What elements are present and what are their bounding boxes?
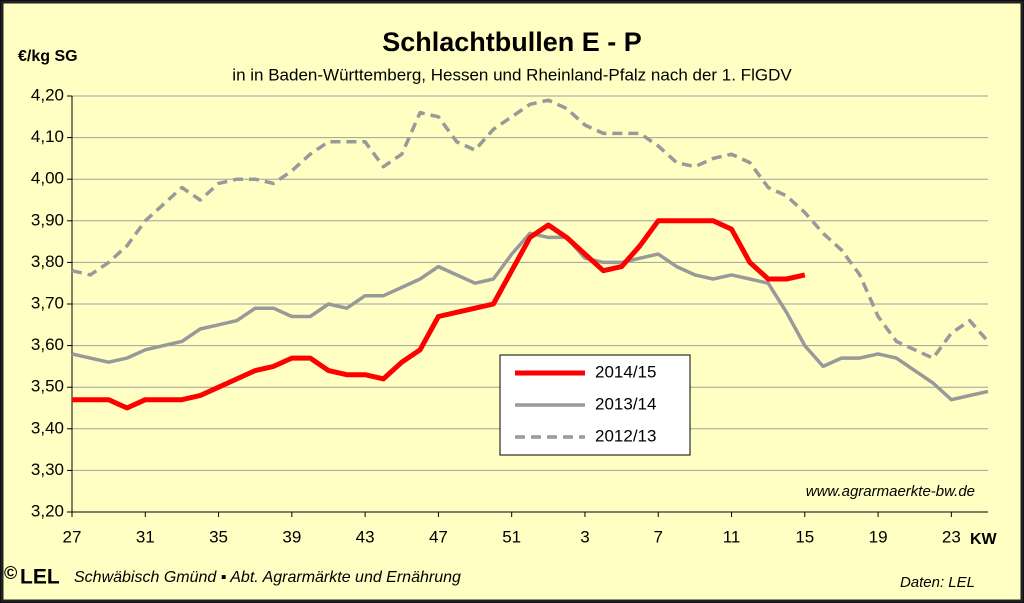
data-source: Daten: LEL (900, 574, 975, 591)
x-tick-label: 35 (209, 527, 228, 546)
x-tick-label: 23 (942, 527, 961, 546)
chart-title: Schlachtbullen E - P (382, 27, 642, 57)
chart-subtitle: in in Baden-Württemberg, Hessen und Rhei… (232, 65, 792, 84)
legend-label: 2014/15 (595, 362, 656, 381)
legend-label: 2013/14 (595, 394, 656, 413)
x-tick-label: 31 (136, 527, 155, 546)
y-tick-label: 4,10 (31, 127, 64, 146)
x-tick-label: 15 (795, 527, 814, 546)
y-tick-label: 3,60 (31, 335, 64, 354)
y-tick-label: 3,20 (31, 501, 64, 520)
y-tick-label: 4,00 (31, 169, 64, 188)
legend-label: 2012/13 (595, 426, 656, 445)
x-tick-label: 11 (723, 527, 741, 546)
series-line (72, 218, 806, 411)
y-tick-label: 3,90 (31, 210, 64, 229)
x-tick-label: 43 (356, 527, 375, 546)
y-tick-label: 3,70 (31, 293, 64, 312)
series-line (71, 231, 989, 402)
x-tick-label: 27 (63, 527, 82, 546)
x-tick-label: 47 (429, 527, 448, 546)
y-tick-label: 3,80 (31, 252, 64, 271)
x-tick-label: 7 (654, 527, 663, 546)
x-tick-label: 51 (502, 527, 521, 546)
source-url: www.agrarmaerkte-bw.de (806, 483, 975, 500)
logo-copyright: © (4, 563, 17, 583)
logo: LEL (20, 566, 60, 589)
y-tick-label: 3,40 (31, 418, 64, 437)
series-line (71, 98, 990, 360)
x-tick-label: 39 (282, 527, 301, 546)
y-axis-label: €/kg SG (18, 48, 78, 65)
footer: Schwäbisch Gmünd ▪ Abt. Agrarmärkte und … (74, 569, 461, 586)
y-tick-label: 3,30 (31, 460, 64, 479)
x-axis-label: KW (970, 531, 998, 548)
y-tick-label: 4,20 (31, 85, 64, 104)
x-tick-label: 19 (869, 527, 888, 546)
x-tick-label: 3 (580, 527, 589, 546)
y-tick-label: 3,50 (31, 377, 64, 396)
